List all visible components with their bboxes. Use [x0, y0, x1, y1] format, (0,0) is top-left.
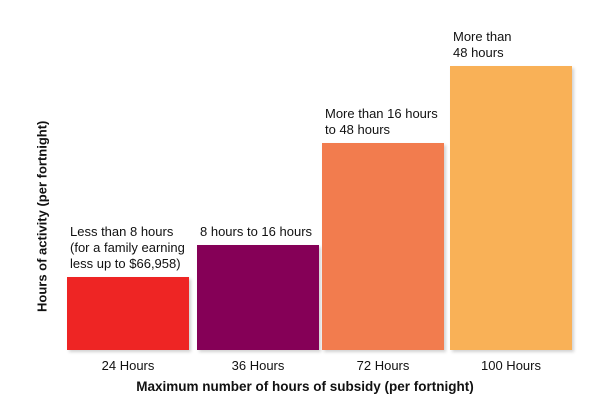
x-axis-label: Maximum number of hours of subsidy (per …	[136, 379, 474, 394]
bar-annotation: More than 48 hours	[453, 29, 512, 61]
bar-annotation: More than 16 hours to 48 hours	[325, 106, 438, 138]
bar-100-hours	[450, 66, 572, 350]
bar-72-hours	[322, 143, 444, 350]
bar-annotation-line: (for a family earning	[70, 240, 185, 255]
bar-24-hours	[67, 277, 189, 350]
bar-36-hours	[197, 245, 319, 350]
bar-annotation: Less than 8 hours (for a family earning le…	[70, 224, 185, 272]
bar-annotation-line: Less than 8 hours	[70, 224, 174, 239]
bar-annotation: 8 hours to 16 hours	[200, 224, 312, 240]
bar-annotation-line: 48 hours	[453, 45, 504, 60]
bar-annotation-line: More than	[453, 29, 512, 44]
bar-annotation-line: More than 16 hours	[325, 106, 438, 121]
x-tick-label: 72 Hours	[356, 358, 410, 373]
bar-annotation-line: to 48 hours	[325, 122, 391, 137]
x-tick-label: 36 Hours	[231, 358, 285, 373]
bar-annotation-line: less up to $66,958)	[70, 256, 181, 271]
bar-annotation-line: 8 hours to 16 hours	[200, 224, 313, 239]
x-tick-label: 24 Hours	[101, 358, 155, 373]
x-tick-label: 100 Hours	[481, 358, 541, 373]
